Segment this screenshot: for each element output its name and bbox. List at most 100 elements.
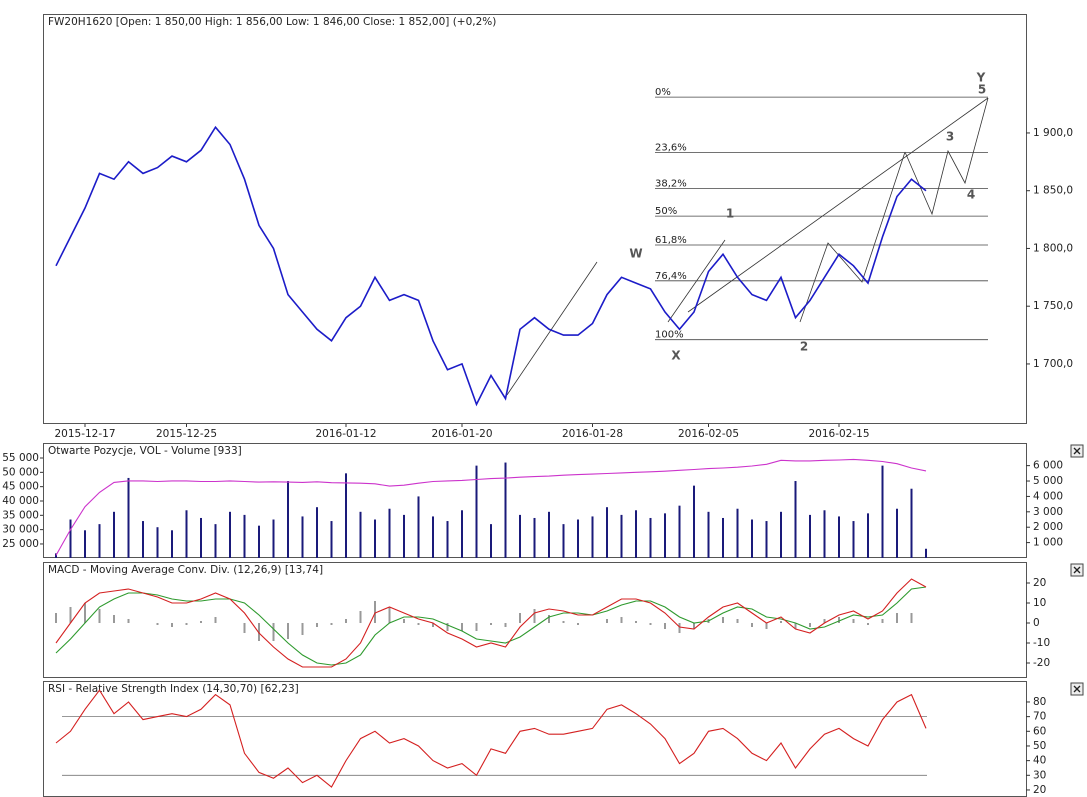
- bar: [345, 473, 347, 558]
- bar: [84, 530, 86, 558]
- bar: [316, 507, 318, 558]
- y-tick-label: 25 000: [2, 538, 39, 550]
- bar: [910, 613, 913, 623]
- bar: [156, 527, 159, 558]
- bar: [69, 519, 72, 558]
- bar: [533, 517, 536, 558]
- bar: [664, 623, 666, 629]
- bar: [548, 615, 550, 623]
- panel-title: FW20H1620 [Open: 1 850,00 High: 1 856,00…: [48, 16, 496, 28]
- bar: [722, 517, 724, 558]
- y-tick-label: 30: [1033, 769, 1046, 781]
- y-tick-label: 30 000: [2, 524, 39, 536]
- bar: [171, 530, 173, 558]
- bar: [113, 511, 115, 558]
- bar: [533, 609, 536, 623]
- x-tick-label: 2016-01-28: [562, 428, 623, 440]
- bar: [490, 623, 492, 625]
- bar: [388, 607, 391, 623]
- bar: [359, 611, 362, 623]
- bar: [243, 514, 246, 558]
- panel-title: RSI - Relative Strength Index (14,30,70)…: [48, 683, 299, 695]
- bar: [301, 516, 304, 558]
- wave-label: X: [671, 349, 681, 363]
- bar: [432, 623, 434, 627]
- y-tick-label: 2 000: [1033, 521, 1063, 533]
- wave-label: 3: [946, 130, 954, 144]
- bar: [287, 481, 289, 558]
- trend-line: [506, 261, 598, 396]
- bar: [606, 507, 608, 558]
- bar: [69, 607, 72, 623]
- bar: [751, 519, 753, 558]
- bar: [330, 623, 333, 625]
- bar: [910, 488, 913, 558]
- wave-label: 4: [967, 188, 975, 202]
- bar: [403, 514, 405, 558]
- bar: [765, 521, 768, 558]
- x-tick-label: 2015-12-17: [54, 428, 115, 440]
- bar: [490, 524, 492, 558]
- bar: [200, 517, 202, 558]
- y-tick-label: 40: [1033, 755, 1046, 767]
- bar: [577, 519, 579, 558]
- y-tick-label: 20: [1033, 784, 1046, 796]
- line: [55, 578, 927, 668]
- bar: [809, 623, 811, 627]
- bar: [127, 477, 130, 558]
- bar: [461, 623, 463, 631]
- line: [55, 458, 927, 556]
- y-tick-label: 45 000: [2, 481, 39, 493]
- bar: [142, 521, 144, 558]
- bar: [475, 623, 478, 631]
- bar: [548, 511, 550, 558]
- bar: [98, 609, 101, 623]
- bar: [881, 619, 884, 623]
- close-button[interactable]: [1070, 444, 1084, 458]
- wave-label: 1: [726, 207, 734, 221]
- bar: [403, 619, 405, 623]
- close-button[interactable]: [1070, 682, 1084, 696]
- bar: [301, 623, 304, 635]
- bar: [55, 613, 57, 623]
- y-tick-label: 0: [1033, 617, 1040, 629]
- projection-line: [904, 97, 989, 216]
- trend-line: [799, 151, 906, 323]
- bar: [794, 623, 797, 629]
- y-tick-label: 10: [1033, 597, 1046, 609]
- bar: [272, 623, 275, 641]
- bar: [896, 508, 898, 558]
- bar: [330, 521, 333, 558]
- bar: [388, 508, 391, 558]
- bar: [98, 524, 101, 558]
- bar: [417, 623, 420, 625]
- y-tick-label: 40 000: [2, 495, 39, 507]
- bar: [345, 619, 347, 623]
- bar: [635, 510, 637, 558]
- bar: [446, 623, 449, 631]
- y-tick-label: 3 000: [1033, 506, 1063, 518]
- bar: [809, 514, 811, 558]
- bar: [780, 511, 782, 558]
- bar: [519, 514, 521, 558]
- bar: [287, 623, 289, 639]
- fib-label: 0%: [655, 87, 671, 98]
- bar: [620, 617, 623, 623]
- fib-label: 38,2%: [655, 178, 687, 189]
- bar: [258, 525, 260, 558]
- bar: [852, 619, 855, 623]
- bar: [156, 623, 159, 625]
- x-tick-label: 2016-01-12: [315, 428, 376, 440]
- y-tick-label: 6 000: [1033, 460, 1063, 472]
- y-tick-label: 35 000: [2, 509, 39, 521]
- y-tick-label: 4 000: [1033, 490, 1063, 502]
- panel-title: MACD - Moving Average Conv. Div. (12,26,…: [48, 564, 323, 576]
- bar: [577, 623, 579, 625]
- bar: [896, 613, 898, 623]
- bar: [591, 516, 594, 558]
- close-button[interactable]: [1070, 563, 1084, 577]
- bar: [881, 465, 884, 558]
- fib-label: 76,4%: [655, 271, 687, 282]
- bar: [751, 623, 753, 627]
- bar: [635, 621, 637, 623]
